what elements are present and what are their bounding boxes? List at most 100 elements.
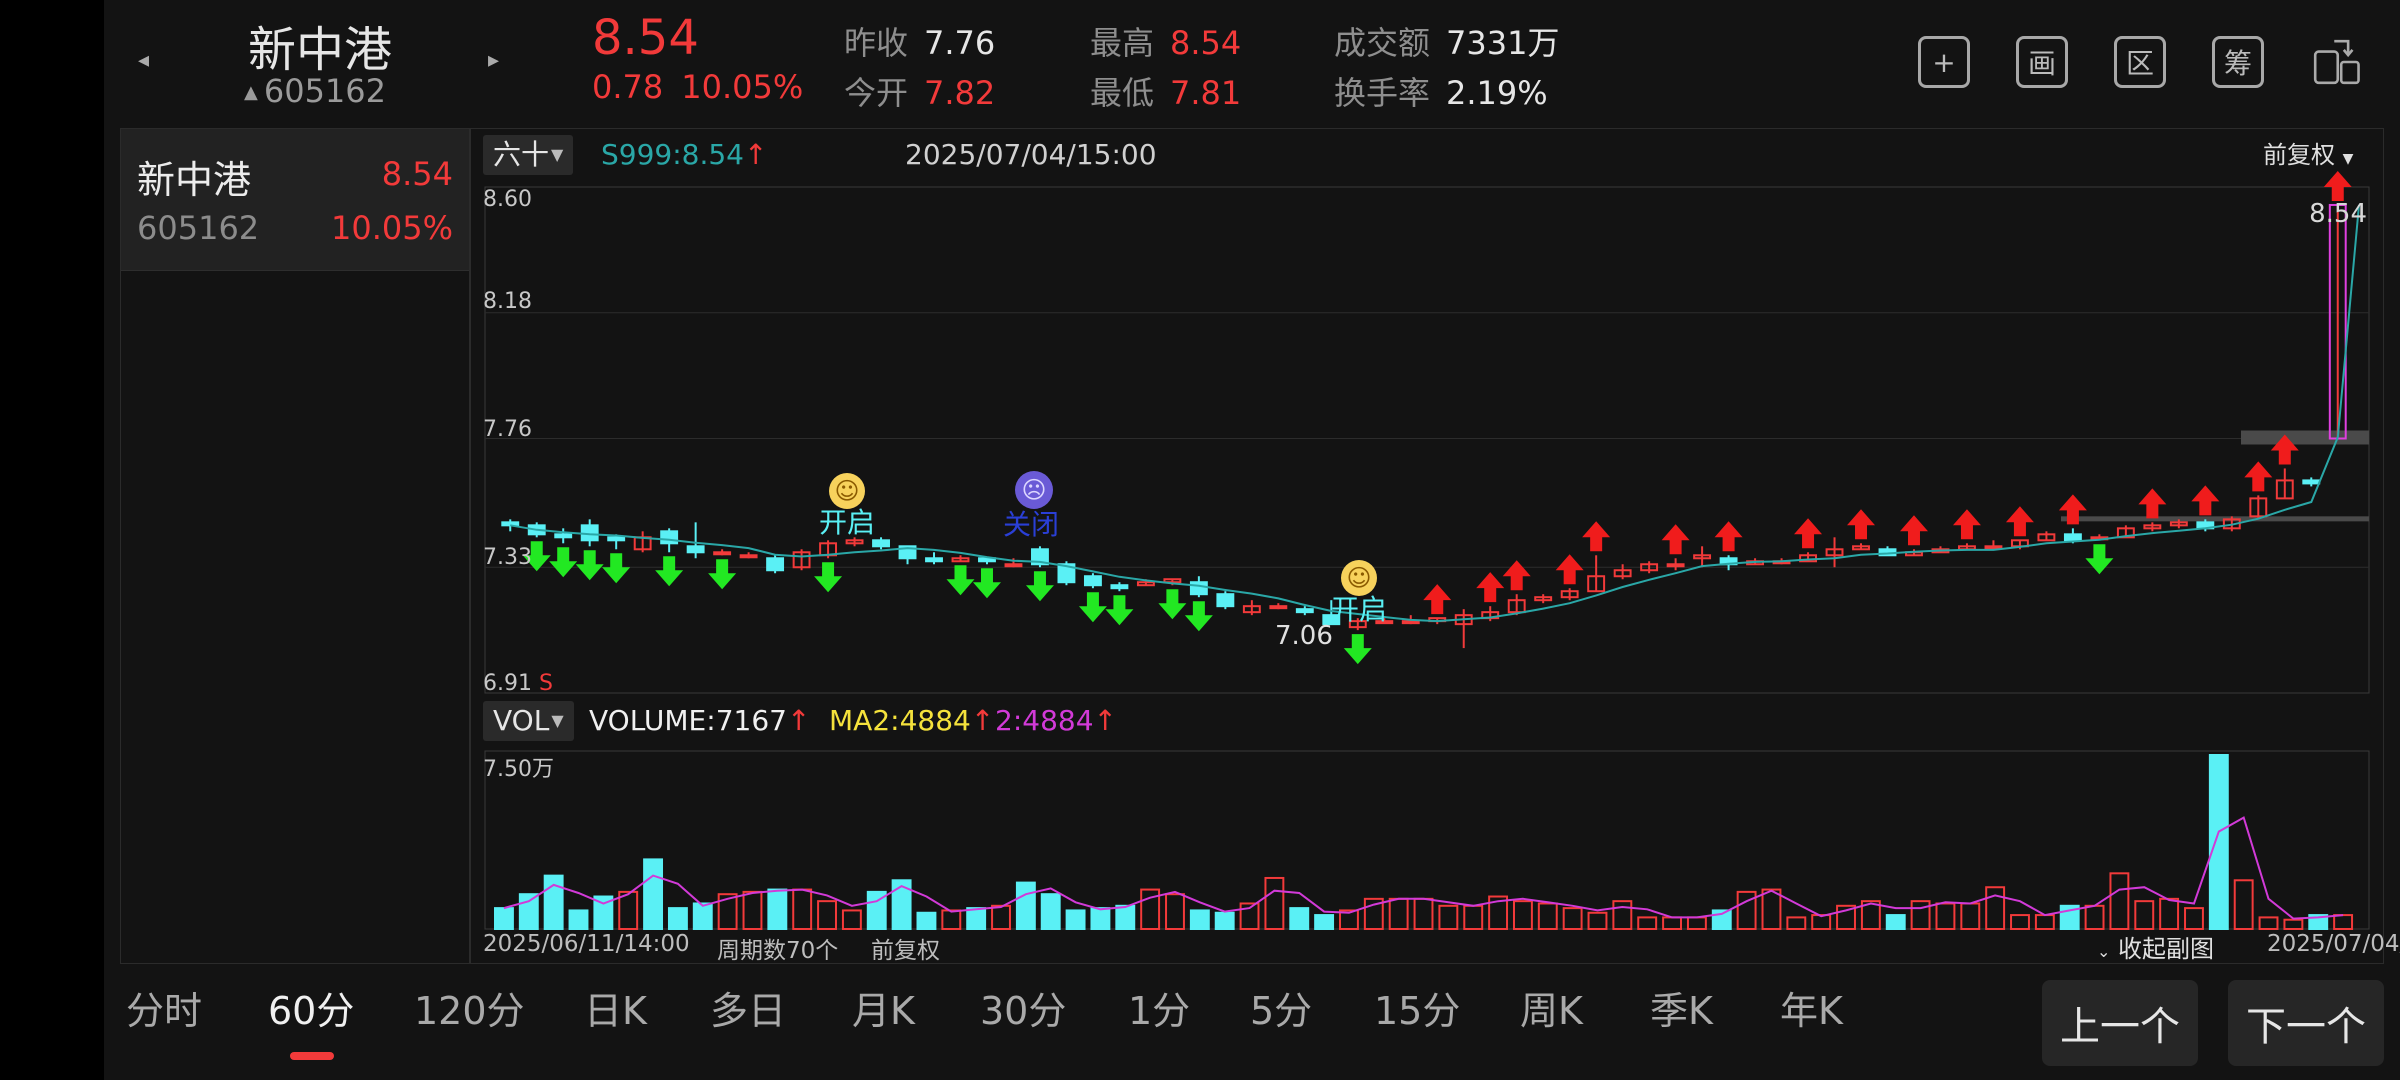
y-tick: 8.18 [483,289,532,314]
volume-bar [2159,897,2180,931]
stock-list-item[interactable]: 新中港 8.54 605162 10.05% [121,129,469,271]
volume-bar [1438,904,1459,930]
rotate-screen-icon[interactable] [2310,36,2362,88]
candle-body [2249,497,2268,518]
dropdown-arrow-icon: ▼ [551,711,564,730]
amount: 成交额 7331万 [1334,18,1559,64]
volume-bar [2109,872,2130,931]
volume-bar [618,890,639,931]
tab-weekly[interactable]: 周K [1520,989,1583,1033]
candle-body [2116,527,2135,539]
volume-bar [2084,904,2105,930]
annotation-label: 关闭 [1003,508,1060,541]
prev-stock-button[interactable]: 上一个 [2042,980,2198,1066]
sell-signal-arrow-icon [1343,634,1372,665]
ma2-readout: MA2:4884↑ [829,701,994,741]
volume-bar [1040,893,1061,931]
volume-bar [1935,902,1956,930]
candle-body [1693,554,1712,560]
candle-body [1375,620,1394,625]
draw-tool-button[interactable]: 画 [2016,36,2068,88]
candle-body [739,554,758,559]
candle-body [580,524,599,542]
volume-bar [1885,914,1906,931]
tab-yearly[interactable]: 年K [1780,989,1843,1033]
footer-period-count: 周期数70个 [717,938,839,964]
volume-readout: VOLUME:7167↑ [589,701,810,741]
dropdown-arrow-icon: ▼ [551,145,564,164]
candle-body [1242,605,1261,614]
candle-body [1560,590,1579,599]
volume-bar [2283,918,2304,930]
active-tab-indicator [290,1052,334,1060]
candle-body [1587,575,1606,593]
volume-bar [1015,881,1036,930]
y-tick: 8.60 [483,187,532,212]
candle-body [2275,479,2294,500]
tab-60min[interactable]: 60分 [268,989,355,1033]
candle-body [1401,620,1420,625]
list-stock-name: 新中港 [137,158,252,202]
collapse-sub-chart-button[interactable]: ⌄ 收起副图 [2097,929,2214,964]
candle-body [1269,605,1288,610]
footer-end-time: 2025/07/04/15:00 [2267,931,2400,957]
volume-bar [1960,902,1981,930]
dropdown-arrow-icon: ▼ [2342,151,2354,167]
range-stat-button[interactable]: 区 [2114,36,2166,88]
next-stock-arrow-icon[interactable]: ▸ [488,48,500,73]
arrow-up-icon: ↑ [1093,704,1117,737]
sell-signal-arrow-icon [549,547,578,578]
candle-body [792,551,811,569]
candle-body [1295,608,1314,614]
prev-close: 昨收 7.76 [844,18,995,64]
add-watchlist-button[interactable]: + [1918,36,1970,88]
volume-bar [1587,911,1608,931]
tab-daily[interactable]: 日K [584,989,647,1033]
sell-signal-arrow-icon [1105,595,1134,626]
sell-signal-arrow-icon [972,568,1001,599]
tab-15min[interactable]: 15分 [1374,989,1461,1033]
volume-bar [1537,902,1558,930]
open-value: 7.82 [924,74,996,112]
volume-bar [1214,911,1235,931]
sell-signal-arrow-icon [602,553,631,584]
kline-chart-panel[interactable]: 六十 ▼ S999:8.54↑ 2025/07/04/15:00 前复权 ▼ 8.… [470,128,2400,964]
tab-quarterly[interactable]: 季K [1650,989,1713,1033]
volume-bar [1115,904,1136,930]
volume-bar [1413,897,1434,931]
volume-ma-line [503,816,2344,920]
stock-name: 新中港 [248,22,393,78]
volume-bar [1463,904,1484,930]
volume-bar [692,902,713,930]
volume-bar [1314,914,1335,931]
turnover-value: 2.19% [1446,74,1548,112]
volume-bar [1910,900,1931,930]
sell-signal-arrow-icon [2085,544,2114,575]
candle-body [1984,545,2003,550]
chip-distribution-button[interactable]: 筹 [2212,36,2264,88]
candle-body [925,557,943,563]
adjust-select[interactable]: 前复权 ▼ [2263,135,2353,179]
next-stock-button[interactable]: 下一个 [2228,980,2384,1066]
stock-code-value: 605162 [263,72,386,110]
candle-body [2037,533,2056,542]
main-indicator-select[interactable]: 六十 ▼ [483,135,574,175]
ma3-readout: 2:4884↑ [995,701,1117,741]
tab-30min[interactable]: 30分 [980,989,1067,1033]
volume-bar [1065,909,1086,931]
volume-bar [543,874,564,931]
prev-stock-arrow-icon[interactable]: ◂ [138,48,150,73]
list-stock-pct: 10.05% [330,209,453,247]
smiley-icon: ☺ [1341,560,1377,596]
volume-bar [2208,754,2229,930]
double-chevron-down-icon: ⌄ [2097,942,2111,961]
tab-1min[interactable]: 1分 [1128,989,1191,1033]
tab-5min[interactable]: 5分 [1250,989,1313,1033]
volume-bar [742,890,763,931]
sub-indicator-select[interactable]: VOL ▼ [483,701,574,741]
tab-120min[interactable]: 120分 [414,989,525,1033]
tab-monthly[interactable]: 月K [852,989,915,1033]
tab-timeshare[interactable]: 分时 [126,989,203,1033]
tab-multi-day[interactable]: 多日 [710,989,787,1033]
ma2-label: MA2: [829,704,900,737]
